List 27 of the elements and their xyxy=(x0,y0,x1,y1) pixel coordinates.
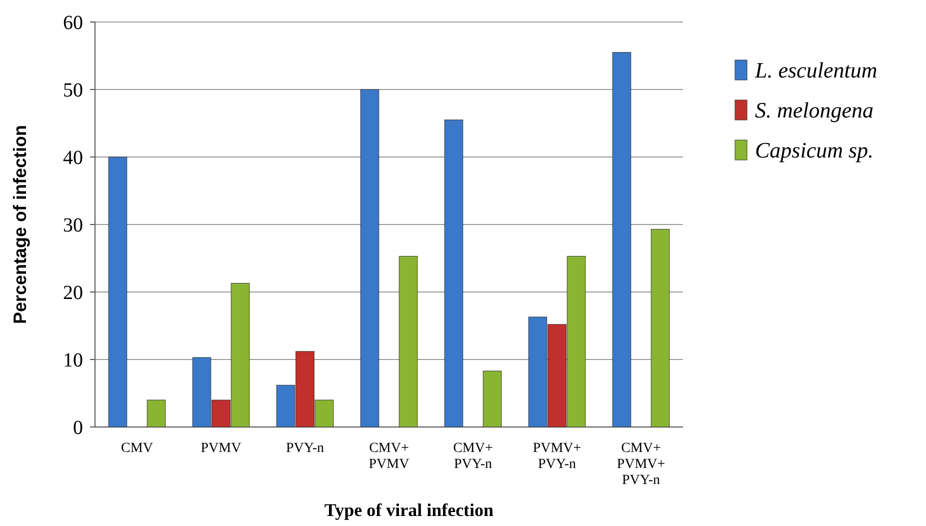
x-tick-label: CMV xyxy=(121,441,153,456)
x-tick-label: CMV+ PVY-n xyxy=(453,441,493,472)
y-tick-label: 0 xyxy=(73,417,83,439)
bar xyxy=(444,120,464,428)
bar xyxy=(482,370,502,428)
y-tick-label: 10 xyxy=(63,350,83,372)
y-tick-label: 60 xyxy=(63,12,83,34)
bar xyxy=(146,400,166,428)
bar xyxy=(360,89,380,428)
y-tick-label: 50 xyxy=(63,80,83,102)
x-tick-label: CMV+ PVMV xyxy=(368,441,410,472)
bar xyxy=(398,256,418,428)
y-tick-label: 20 xyxy=(63,282,83,304)
y-axis-title: Percentage of infection xyxy=(10,124,30,324)
bar xyxy=(108,156,128,428)
x-axis-title: Type of viral infection xyxy=(324,500,494,520)
bar xyxy=(650,228,670,428)
x-tick-label: PVMV+ PVY-n xyxy=(532,441,582,472)
legend-label: Capsicum sp. xyxy=(755,138,874,163)
x-tick-label: PVY-n xyxy=(286,441,324,456)
bar xyxy=(612,52,632,428)
y-tick-label: 40 xyxy=(63,147,83,169)
y-tick-label: 30 xyxy=(63,214,83,236)
x-tick-label: PVMV xyxy=(200,441,242,456)
legend-label: L. esculentum xyxy=(754,58,878,83)
x-tick-label: CMV+ PVMV+ PVY-n xyxy=(616,441,666,488)
legend-label: S. melongena xyxy=(755,98,874,123)
